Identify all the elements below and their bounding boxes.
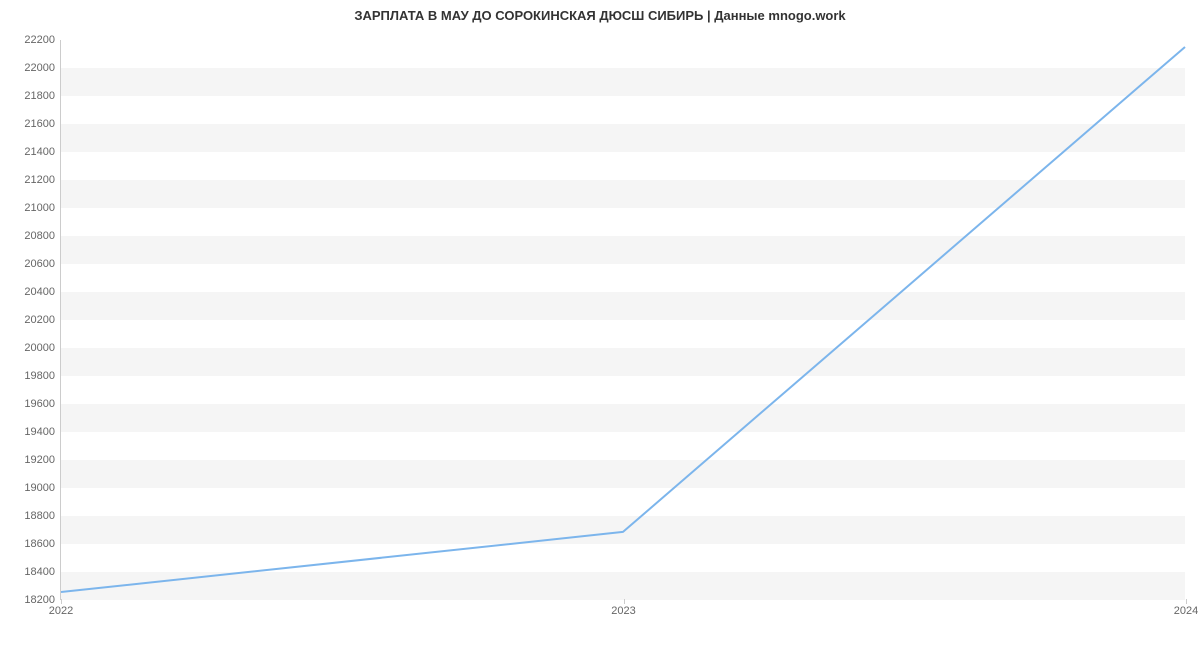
chart-container: 1820018400186001880019000192001940019600… bbox=[60, 40, 1185, 600]
y-tick-label: 21400 bbox=[24, 146, 55, 158]
y-tick-label: 20200 bbox=[24, 314, 55, 326]
x-tick-mark bbox=[61, 599, 62, 604]
y-tick-label: 20600 bbox=[24, 258, 55, 270]
y-tick-label: 20000 bbox=[24, 342, 55, 354]
y-tick-label: 19000 bbox=[24, 482, 55, 494]
chart-title: ЗАРПЛАТА В МАУ ДО СОРОКИНСКАЯ ДЮСШ СИБИР… bbox=[0, 0, 1200, 23]
y-tick-label: 20400 bbox=[24, 286, 55, 298]
x-tick-mark bbox=[624, 599, 625, 604]
y-tick-label: 21200 bbox=[24, 174, 55, 186]
y-tick-label: 18600 bbox=[24, 538, 55, 550]
plot-area: 1820018400186001880019000192001940019600… bbox=[60, 40, 1185, 600]
x-tick-label: 2023 bbox=[611, 605, 635, 617]
y-tick-label: 18400 bbox=[24, 566, 55, 578]
x-tick-label: 2022 bbox=[49, 605, 73, 617]
y-tick-label: 21000 bbox=[24, 202, 55, 214]
y-tick-label: 19800 bbox=[24, 370, 55, 382]
y-tick-label: 22000 bbox=[24, 62, 55, 74]
y-tick-label: 18800 bbox=[24, 510, 55, 522]
series-line bbox=[61, 47, 1185, 592]
x-tick-label: 2024 bbox=[1174, 605, 1198, 617]
y-tick-label: 19400 bbox=[24, 426, 55, 438]
y-tick-label: 19600 bbox=[24, 398, 55, 410]
x-tick-mark bbox=[1186, 599, 1187, 604]
line-series-svg bbox=[61, 40, 1185, 599]
y-tick-label: 20800 bbox=[24, 230, 55, 242]
y-tick-label: 19200 bbox=[24, 454, 55, 466]
y-tick-label: 21800 bbox=[24, 90, 55, 102]
y-tick-label: 21600 bbox=[24, 118, 55, 130]
y-tick-label: 22200 bbox=[24, 34, 55, 46]
